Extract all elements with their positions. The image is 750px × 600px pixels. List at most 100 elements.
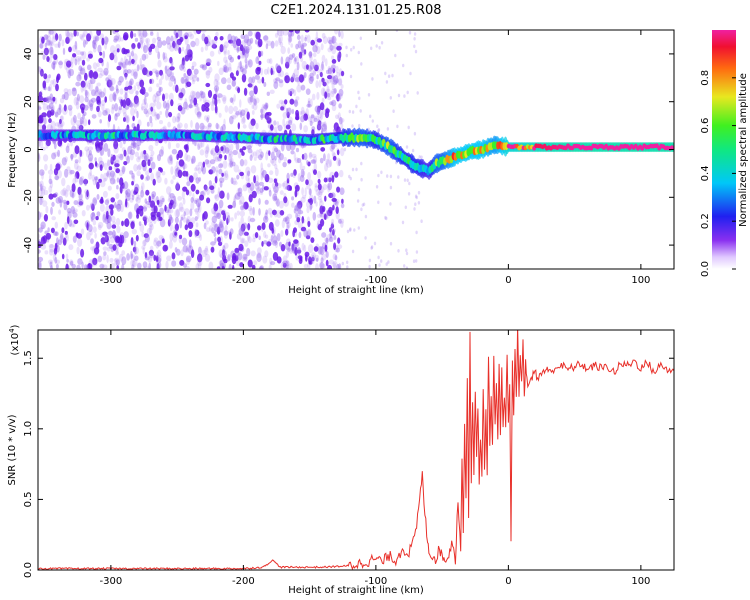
noise-speckle [63,104,67,112]
noise-speckle [317,191,323,198]
noise-speckle [329,159,333,168]
noise-speckle [156,265,160,269]
noise-speckle [265,114,271,121]
noise-speckle [186,68,192,77]
noise-speckle [208,180,212,187]
noise-speckle [38,95,43,102]
noise-speckle [43,73,48,80]
noise-speckle [119,62,124,68]
noise-speckle [156,101,162,110]
noise-speckle [385,262,388,266]
noise-speckle [406,178,409,183]
noise-speckle [156,240,162,247]
noise-speckle [106,79,113,88]
noise-speckle [211,39,218,45]
noise-speckle [98,57,104,64]
noise-speckle [380,41,384,45]
noise-speckle [144,155,148,162]
noise-speckle [324,237,329,242]
noise-speckle [66,207,72,214]
noise-speckle [406,90,409,95]
noise-speckle [302,170,306,176]
noise-speckle [376,124,379,129]
noise-speckle [370,246,373,250]
noise-speckle [137,42,141,49]
noise-speckle [378,45,381,50]
noise-speckle [142,247,145,255]
noise-speckle [113,35,120,41]
noise-speckle [358,123,361,128]
noise-speckle [68,46,72,53]
noise-speckle [205,82,211,88]
noise-speckle [210,147,217,156]
noise-speckle [140,189,145,198]
noise-speckle [313,64,317,70]
noise-speckle [391,73,394,78]
noise-speckle [305,88,311,95]
noise-speckle [275,63,279,71]
noise-speckle [109,86,115,92]
noise-speckle [174,216,179,224]
noise-speckle [178,234,182,244]
noise-speckle [159,195,165,205]
noise-speckle [270,261,276,266]
noise-speckle [58,103,62,111]
noise-speckle [75,232,79,237]
noise-speckle [51,152,57,160]
noise-speckle [241,238,245,244]
noise-speckle [64,230,68,235]
noise-speckle [59,97,65,104]
noise-speckle [113,55,118,63]
noise-speckle [265,43,269,50]
noise-speckle [317,196,322,201]
noise-speckle [153,205,158,214]
noise-speckle [182,198,186,205]
noise-speckle [260,151,264,158]
noise-speckle [311,158,317,164]
noise-speckle [38,181,42,187]
noise-speckle [218,67,224,76]
noise-speckle [245,181,249,189]
noise-speckle [272,78,278,84]
noise-speckle [219,44,224,53]
noise-speckle [308,74,312,81]
noise-speckle [261,222,266,231]
noise-speckle [183,73,187,78]
noise-speckle [101,264,108,269]
noise-speckle [75,101,80,110]
noise-speckle [208,261,214,269]
noise-speckle [327,47,332,53]
noise-speckle [45,232,52,240]
noise-speckle [87,99,91,109]
noise-speckle [155,242,160,249]
noise-speckle [55,176,59,181]
noise-speckle [182,186,188,192]
noise-speckle [205,62,211,67]
noise-speckle [293,57,297,65]
noise-speckle [111,104,115,111]
x-tick-label: -100 [365,275,388,286]
noise-speckle [167,208,172,214]
noise-speckle [223,171,227,177]
noise-speckle [154,112,158,117]
noise-speckle [57,149,61,158]
noise-speckle [156,211,161,218]
noise-speckle [248,121,254,130]
noise-speckle [305,64,310,70]
noise-speckle [126,155,131,164]
noise-speckle [325,58,328,67]
noise-speckle [228,105,234,115]
noise-speckle [293,227,297,233]
noise-speckle [313,195,317,204]
noise-speckle [262,240,268,245]
noise-speckle [334,171,339,178]
noise-speckle [116,48,120,53]
noise-speckle [403,264,406,268]
noise-speckle [66,30,70,39]
noise-speckle [90,238,94,245]
noise-speckle [166,42,172,50]
noise-speckle [56,75,59,84]
noise-speckle [319,262,325,269]
noise-speckle [223,258,228,264]
noise-speckle [136,64,140,72]
